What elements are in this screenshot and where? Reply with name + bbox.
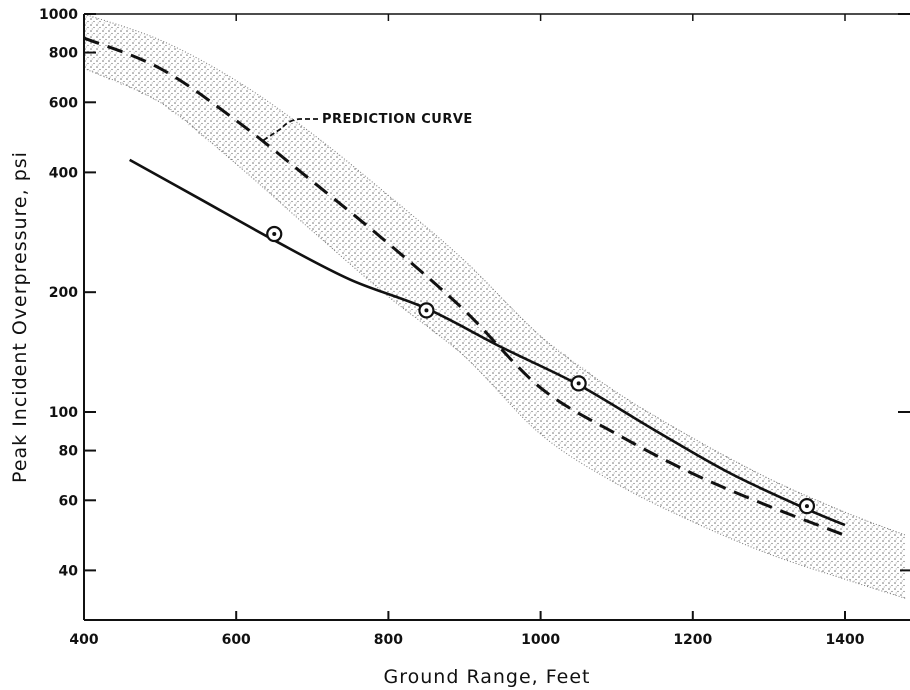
y-tick-label-40: 40 xyxy=(59,563,79,579)
data-point-1 xyxy=(418,302,435,319)
data-point-0 xyxy=(266,225,283,243)
series-layer xyxy=(83,36,846,537)
annotation-leader-line xyxy=(262,118,318,142)
data-point-dot-2 xyxy=(576,381,581,386)
y-tick-label-200: 200 xyxy=(49,285,78,301)
x-tick-label-1000: 1000 xyxy=(521,632,560,648)
y-ticks: 40 60 80 100 200 400 600 800 1000 xyxy=(39,7,910,579)
y-tick-label-80: 80 xyxy=(59,444,79,460)
y-tick-label-800: 800 xyxy=(49,46,78,62)
measured-fit-solid-line xyxy=(129,158,846,527)
prediction-band xyxy=(83,13,907,599)
y-tick-label-600: 600 xyxy=(49,95,78,111)
x-tick-label-600: 600 xyxy=(222,632,251,648)
annotation-prediction-curve: PREDICTION CURVE xyxy=(262,112,473,142)
prediction-band-upper-edge xyxy=(83,13,907,536)
prediction-band-area xyxy=(84,14,906,599)
axes xyxy=(83,13,910,621)
x-tick-label-800: 800 xyxy=(374,632,403,648)
x-ticks: 400 600 800 1000 1200 1400 xyxy=(69,14,865,648)
y-tick-label-60: 60 xyxy=(59,493,79,509)
y-tick-label-100: 100 xyxy=(49,405,78,421)
data-point-dot-3 xyxy=(804,504,809,509)
x-tick-label-400: 400 xyxy=(69,632,98,648)
prediction-curve-dashed-line xyxy=(83,36,846,537)
x-tick-label-1200: 1200 xyxy=(673,632,712,648)
y-axis-title: Peak Incident Overpressure, psi xyxy=(9,151,31,483)
data-point-3 xyxy=(798,498,816,515)
y-tick-label-1000: 1000 xyxy=(39,7,78,23)
x-tick-label-1400: 1400 xyxy=(826,632,865,648)
data-point-dot-0 xyxy=(272,232,277,237)
data-markers xyxy=(266,225,816,515)
x-axis-title: Ground Range, Feet xyxy=(384,666,591,688)
data-point-2 xyxy=(570,375,587,392)
prediction-band-lower-edge xyxy=(83,67,907,599)
data-point-dot-1 xyxy=(424,308,429,313)
annotation-label: PREDICTION CURVE xyxy=(322,112,473,127)
y-tick-label-400: 400 xyxy=(49,165,78,181)
